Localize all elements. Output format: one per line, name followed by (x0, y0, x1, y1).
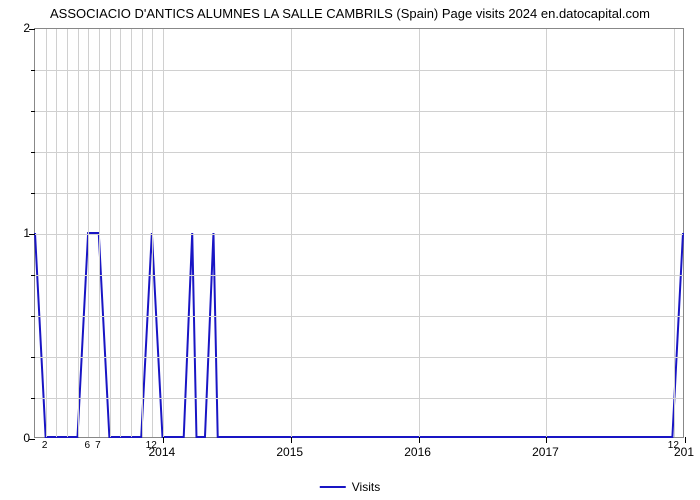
xtick-mark (546, 437, 547, 443)
xtick-mark (685, 437, 686, 443)
legend: Visits (320, 480, 380, 494)
legend-swatch (320, 486, 346, 488)
line-layer (35, 29, 683, 437)
grid-v (110, 29, 111, 437)
ytick-mark-minor (31, 398, 35, 399)
xtick-minor-label: 12 (668, 440, 679, 451)
xtick-mark (291, 437, 292, 443)
xtick-minor-label: 2 (42, 440, 48, 451)
grid-h-minor (35, 316, 683, 317)
grid-h-minor (35, 193, 683, 194)
grid-h-minor (35, 70, 683, 71)
legend-label: Visits (352, 480, 380, 494)
ytick-mark-minor (31, 357, 35, 358)
xtick-label: 2016 (404, 445, 431, 459)
grid-v (78, 29, 79, 437)
ytick-mark-minor (31, 111, 35, 112)
ytick-label: 2 (10, 21, 30, 35)
grid-v (546, 29, 547, 437)
grid-h-minor (35, 152, 683, 153)
ytick-mark-minor (31, 275, 35, 276)
grid-v (120, 29, 121, 437)
xtick-label: 2015 (276, 445, 303, 459)
chart-title: ASSOCIACIO D'ANTICS ALUMNES LA SALLE CAM… (50, 6, 650, 21)
grid-v (674, 29, 675, 437)
grid-v (163, 29, 164, 437)
grid-v (152, 29, 153, 437)
grid-v (99, 29, 100, 437)
grid-v (131, 29, 132, 437)
xtick-minor-label: 12 (146, 440, 157, 451)
grid-h (35, 234, 683, 235)
xtick-minor-label: 6 (84, 440, 90, 451)
ytick-label: 0 (10, 431, 30, 445)
grid-v (67, 29, 68, 437)
xtick-label: 2017 (532, 445, 559, 459)
grid-h-minor (35, 357, 683, 358)
grid-h-minor (35, 275, 683, 276)
series-line (35, 233, 683, 437)
grid-v (56, 29, 57, 437)
plot-area (34, 28, 684, 438)
xtick-minor-label: 7 (95, 440, 101, 451)
ytick-mark-minor (31, 193, 35, 194)
grid-v (88, 29, 89, 437)
ytick-mark-minor (31, 316, 35, 317)
grid-h-minor (35, 398, 683, 399)
ytick-mark-minor (31, 70, 35, 71)
grid-v (46, 29, 47, 437)
ytick-mark-minor (31, 152, 35, 153)
grid-v (142, 29, 143, 437)
ytick-label: 1 (10, 226, 30, 240)
xtick-mark (419, 437, 420, 443)
grid-v (291, 29, 292, 437)
grid-h-minor (35, 111, 683, 112)
xtick-mark (163, 437, 164, 443)
grid-v (419, 29, 420, 437)
